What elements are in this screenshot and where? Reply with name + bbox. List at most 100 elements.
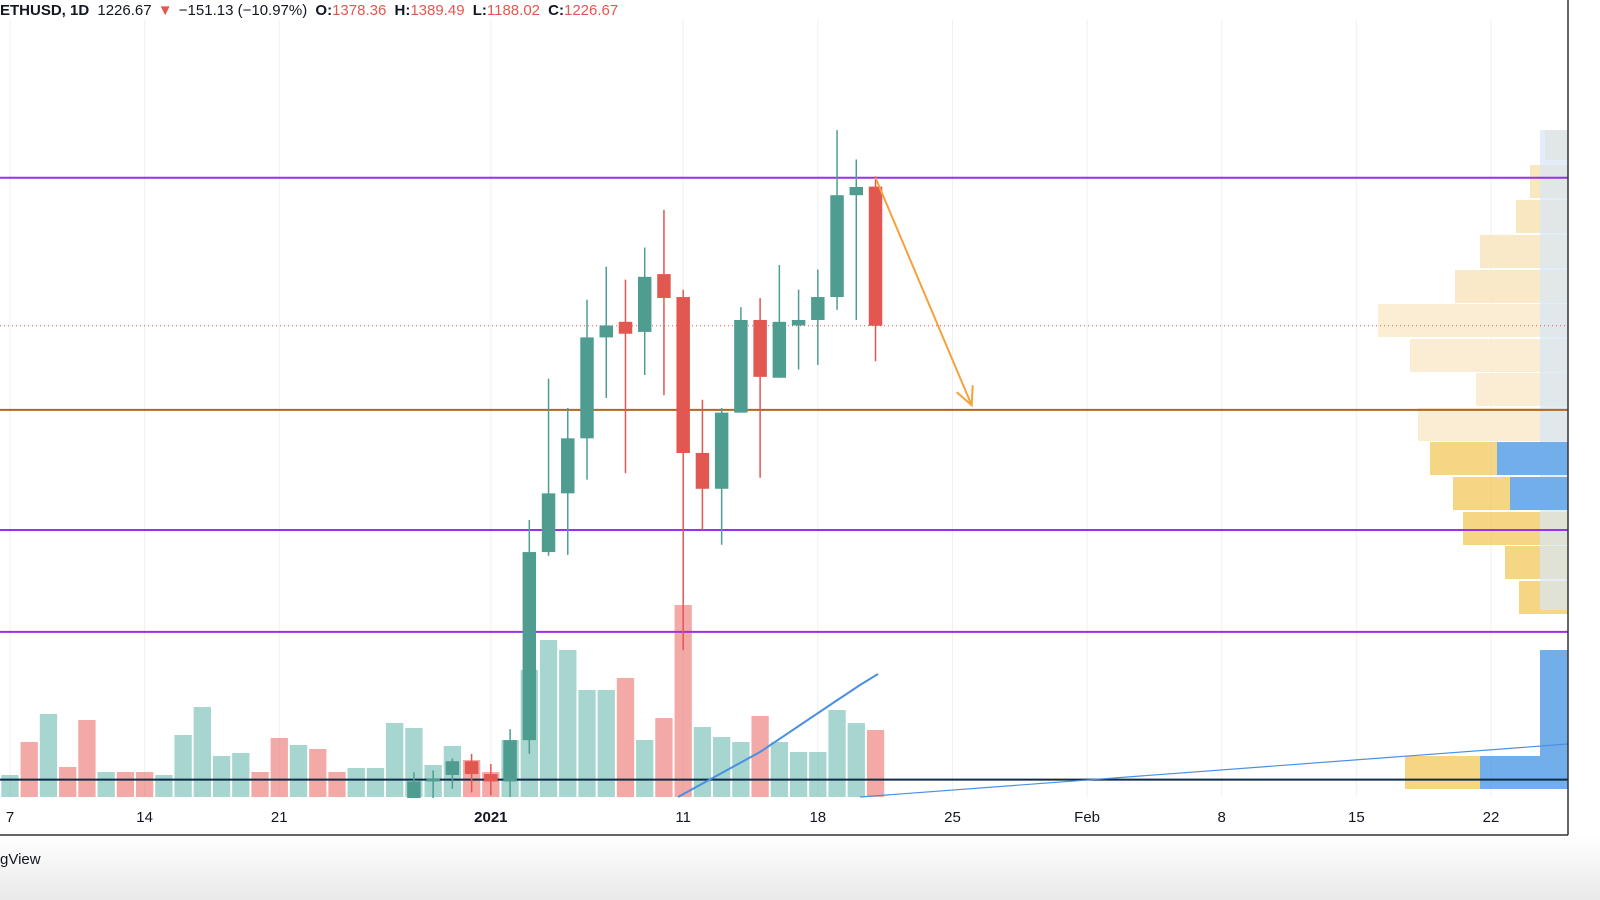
x-tick-label: 7 xyxy=(6,809,14,826)
candle-body xyxy=(561,438,575,494)
last-price: 1226.67 xyxy=(97,2,151,19)
candle-body xyxy=(695,452,710,489)
candle-body xyxy=(580,337,594,439)
high-value: 1389.49 xyxy=(410,2,464,19)
volume-bar xyxy=(39,714,58,797)
volume-bar xyxy=(539,640,558,797)
x-tick-label: 15 xyxy=(1348,809,1365,826)
volume-bar xyxy=(655,718,673,797)
volume-bar xyxy=(828,710,846,797)
candle-body xyxy=(734,319,748,413)
volume-bar xyxy=(674,605,692,797)
volume-bar xyxy=(251,772,269,797)
x-tick-label: 18 xyxy=(809,809,826,826)
candle-body xyxy=(753,319,767,377)
candle-body xyxy=(484,774,498,782)
profile-bar xyxy=(1480,756,1568,789)
volume-bar xyxy=(59,767,77,797)
volume-bar xyxy=(597,690,615,797)
volume-bar xyxy=(1,775,19,797)
candle-body xyxy=(676,297,690,453)
arrow-head xyxy=(956,385,974,408)
open-label: O: xyxy=(315,2,332,19)
volume-bar xyxy=(232,753,250,797)
candle-body xyxy=(618,321,633,334)
close-label: C: xyxy=(548,2,564,19)
volume-bar xyxy=(328,772,346,797)
volume-layer xyxy=(1,605,885,797)
candle-body xyxy=(464,761,479,775)
header: ETHUSD, 1D 1226.67 ▼ −151.13 (−10.97%) O… xyxy=(0,2,618,19)
volume-bar xyxy=(809,752,827,797)
volume-bar xyxy=(751,716,769,797)
close-value: 1226.67 xyxy=(564,2,618,19)
open-value: 1378.36 xyxy=(332,2,386,19)
arrow-shaft xyxy=(874,177,973,406)
volume-bar xyxy=(20,742,38,797)
volume-bar xyxy=(847,723,865,797)
candle-body xyxy=(714,412,729,489)
x-tick-label: 8 xyxy=(1218,809,1226,826)
symbol: ETHUSD, 1D xyxy=(0,2,89,19)
x-tick-label: 21 xyxy=(271,809,288,826)
footer-brand: gView xyxy=(0,851,41,868)
volume-bar xyxy=(770,742,789,797)
low-label: L: xyxy=(473,2,487,19)
trend-line xyxy=(859,743,1569,798)
volume-bar xyxy=(309,749,327,797)
candle-body xyxy=(541,493,556,553)
change-arrow: ▼ xyxy=(158,2,173,19)
volume-profile xyxy=(1378,130,1568,789)
x-tick-label: 25 xyxy=(944,809,961,826)
volume-bar xyxy=(289,745,308,797)
volume-bar xyxy=(789,752,808,797)
candle-body xyxy=(599,325,613,338)
x-tick-label: 11 xyxy=(675,809,691,826)
volume-bar xyxy=(636,740,654,797)
x-tick-label: 14 xyxy=(136,809,153,826)
candle-body xyxy=(445,761,460,775)
price-layer xyxy=(0,130,1568,798)
high-label: H: xyxy=(394,2,410,19)
volume-bar xyxy=(712,737,731,797)
candle-body xyxy=(791,319,806,326)
candle-body xyxy=(426,778,440,782)
volume-bar xyxy=(366,768,385,797)
candle-body xyxy=(811,297,825,320)
volume-bar xyxy=(78,720,96,797)
candle-body xyxy=(868,186,883,326)
profile-bar xyxy=(1497,442,1568,475)
footer-bar xyxy=(0,836,1600,900)
profile-bar xyxy=(1540,130,1568,610)
x-tick-label: Feb xyxy=(1074,809,1100,826)
volume-bar xyxy=(193,707,211,797)
change: −151.13 (−10.97%) xyxy=(179,2,307,19)
volume-bar xyxy=(270,738,288,797)
profile-bar xyxy=(1378,304,1568,337)
volume-bar xyxy=(347,768,365,797)
candle-body xyxy=(503,740,517,782)
candle-body xyxy=(772,321,787,378)
x-tick-label: 22 xyxy=(1483,809,1500,826)
volume-bar xyxy=(155,775,173,797)
grid xyxy=(9,20,1492,797)
x-tick-label: 2021 xyxy=(474,809,507,826)
volume-bar xyxy=(174,735,192,797)
candle-body xyxy=(830,195,844,298)
volume-bar xyxy=(386,723,404,797)
candle-body xyxy=(407,781,421,798)
profile-bar xyxy=(1510,477,1568,510)
trend-line xyxy=(677,673,879,798)
low-value: 1188.02 xyxy=(487,2,540,19)
candle-body xyxy=(849,186,864,196)
volume-bar xyxy=(578,690,596,797)
profile-bar xyxy=(1540,650,1568,760)
volume-bar xyxy=(866,730,885,797)
volume-bar xyxy=(212,756,231,797)
candle-body xyxy=(657,274,671,298)
volume-bar xyxy=(732,742,750,797)
candle-body xyxy=(522,552,537,741)
volume-bar xyxy=(116,772,135,797)
